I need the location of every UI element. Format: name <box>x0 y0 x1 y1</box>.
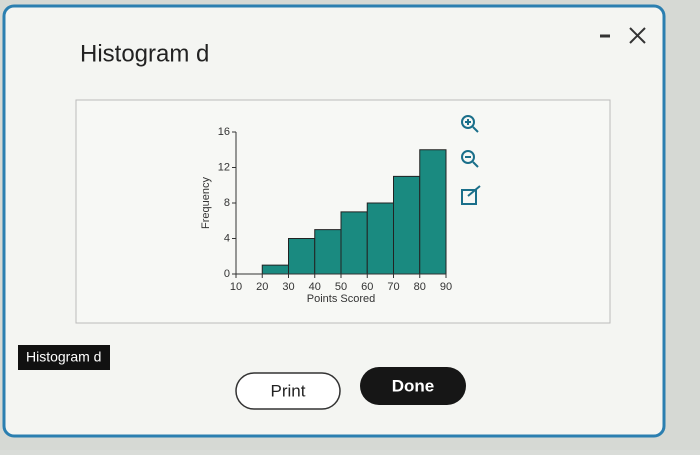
background-tab <box>18 345 110 370</box>
chart-panel <box>75 99 611 324</box>
x-tick-label: 40 <box>309 281 321 293</box>
background-label: Histogram d <box>26 349 101 365</box>
x-tick-label: 60 <box>361 281 373 293</box>
x-tick-label: 10 <box>230 281 242 293</box>
print-button[interactable] <box>235 372 341 410</box>
y-tick-label: 0 <box>224 268 230 280</box>
histogram: 0 4 8 12 16 10 20 30 40 50 60 70 80 90 Points Scored Fr… <box>200 126 452 305</box>
y-tick-label: 16 <box>218 126 230 138</box>
print-label[interactable]: Print <box>271 381 306 400</box>
bar <box>340 211 368 275</box>
x-axis-label: Points Scored <box>307 293 375 305</box>
bar <box>314 229 342 275</box>
x-tick-label: 90 <box>440 281 452 293</box>
y-tick-label: 12 <box>218 161 230 173</box>
y-axis-label: Frequency <box>200 177 212 229</box>
bar <box>419 149 447 275</box>
bar <box>393 175 421 275</box>
zoom-out-icon[interactable] <box>461 150 479 168</box>
x-tick-label: 70 <box>387 281 399 293</box>
done-button[interactable] <box>360 367 466 405</box>
x-tick-label: 20 <box>256 281 268 293</box>
x-tick-label: 30 <box>282 281 294 293</box>
close-icon[interactable] <box>629 27 646 44</box>
bar <box>288 238 316 275</box>
zoom-in-icon[interactable] <box>461 115 479 133</box>
x-tick-label: 80 <box>414 281 426 293</box>
popout-icon[interactable] <box>461 185 481 205</box>
bar <box>366 202 394 275</box>
y-tick-label: 4 <box>224 232 230 244</box>
bar <box>261 264 289 275</box>
done-label[interactable]: Done <box>392 376 435 395</box>
dialog-title: Histogram d <box>80 40 209 67</box>
x-tick-label: 50 <box>335 281 347 293</box>
y-tick-label: 8 <box>224 197 230 209</box>
